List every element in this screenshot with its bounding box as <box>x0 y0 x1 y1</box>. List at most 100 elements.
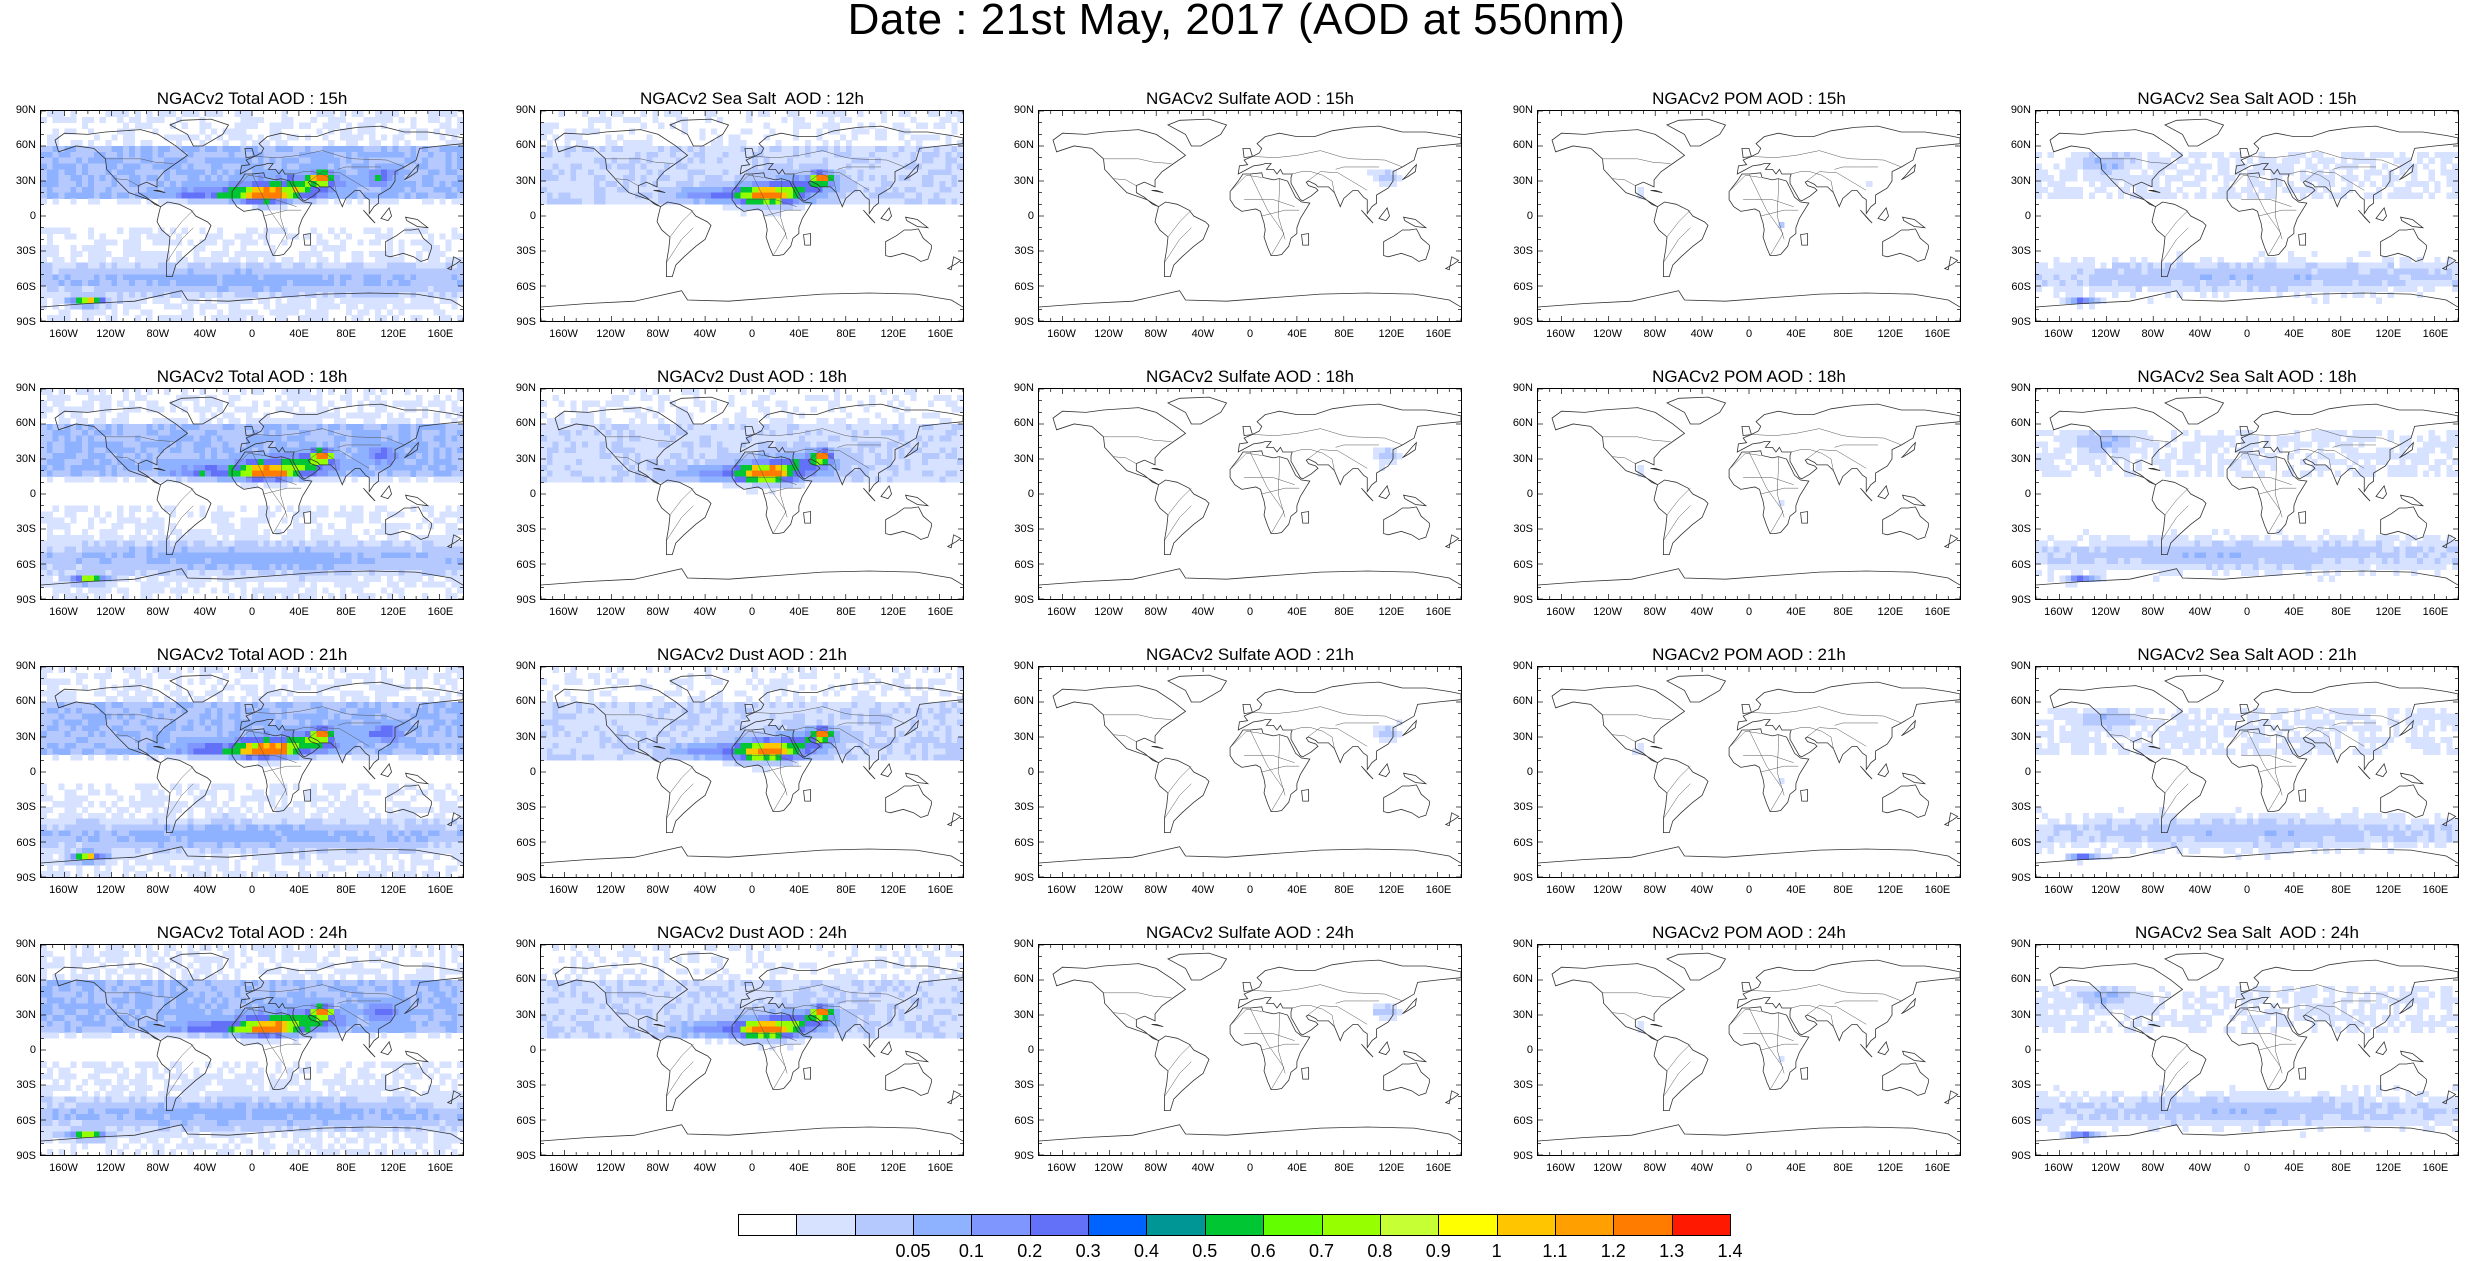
lon-tick-label: 80E <box>326 606 366 618</box>
lon-tick-label: 120W <box>591 328 631 340</box>
lon-tick-label: 120E <box>873 606 913 618</box>
lon-tick-label: 80W <box>1635 328 1675 340</box>
lon-tick-label: 160E <box>920 1162 960 1174</box>
lat-tick-label: 60N <box>1995 417 2031 429</box>
lon-tick-label: 80E <box>1324 884 1364 896</box>
colorbar-swatch <box>1438 1214 1497 1236</box>
aod-map <box>1038 110 1462 322</box>
aod-map <box>1537 388 1961 600</box>
lon-tick-label: 80W <box>2133 1162 2173 1174</box>
lon-tick-label: 80W <box>138 606 178 618</box>
lat-tick-label: 30N <box>1995 731 2031 743</box>
lon-tick-label: 160W <box>1042 1162 1082 1174</box>
lat-tick-label: 0 <box>500 210 536 222</box>
colorbar-label: 0.9 <box>1418 1242 1458 1260</box>
colorbar-swatch <box>1205 1214 1264 1236</box>
panel-title: NGACv2 Sea Salt AOD : 21h <box>2035 646 2459 664</box>
lon-tick-label: 0 <box>1729 1162 1769 1174</box>
lon-tick-label: 80W <box>138 884 178 896</box>
lon-tick-label: 160W <box>1042 328 1082 340</box>
panel-title: NGACv2 Total AOD : 15h <box>40 90 464 108</box>
colorbar-swatch <box>796 1214 855 1236</box>
lat-tick-label: 90N <box>500 938 536 950</box>
panel-title: NGACv2 Total AOD : 21h <box>40 646 464 664</box>
colorbar-label: 0.5 <box>1185 1242 1225 1260</box>
lat-tick-label: 60N <box>0 139 36 151</box>
lat-tick-label: 30S <box>998 1079 1034 1091</box>
colorbar-label: 1 <box>1477 1242 1517 1260</box>
lon-tick-label: 40W <box>2180 328 2220 340</box>
aod-map <box>1537 110 1961 322</box>
lon-tick-label: 80W <box>1635 606 1675 618</box>
lon-tick-label: 120W <box>91 606 131 618</box>
lon-tick-label: 0 <box>732 884 772 896</box>
lon-tick-label: 40E <box>1277 328 1317 340</box>
lat-tick-label: 60S <box>1995 1115 2031 1127</box>
panel-title: NGACv2 Sulfate AOD : 24h <box>1038 924 1462 942</box>
lon-tick-label: 120W <box>91 328 131 340</box>
lat-tick-label: 90S <box>1497 594 1533 606</box>
lon-tick-label: 40W <box>185 606 225 618</box>
colorbar-label: 0.05 <box>893 1242 933 1260</box>
lon-tick-label: 120W <box>1089 1162 1129 1174</box>
lat-tick-label: 30N <box>1497 175 1533 187</box>
lat-tick-label: 30S <box>1497 1079 1533 1091</box>
lon-tick-label: 80E <box>826 884 866 896</box>
colorbar-swatch <box>1146 1214 1205 1236</box>
aod-map <box>1537 944 1961 1156</box>
lon-tick-label: 160W <box>544 1162 584 1174</box>
lon-tick-label: 160E <box>920 606 960 618</box>
lon-tick-label: 120W <box>2086 328 2126 340</box>
aod-map <box>40 388 464 600</box>
lat-tick-label: 30N <box>1995 175 2031 187</box>
lat-tick-label: 60N <box>1995 139 2031 151</box>
lat-tick-label: 60N <box>1497 973 1533 985</box>
lat-tick-label: 90S <box>0 594 36 606</box>
lon-tick-label: 40W <box>685 1162 725 1174</box>
lon-tick-label: 80E <box>1823 328 1863 340</box>
colorbar-swatch <box>1030 1214 1089 1236</box>
lon-tick-label: 160E <box>1418 328 1458 340</box>
lon-tick-label: 120W <box>591 1162 631 1174</box>
lon-tick-label: 120E <box>2368 328 2408 340</box>
lon-tick-label: 0 <box>1729 884 1769 896</box>
colorbar-swatch <box>1380 1214 1439 1236</box>
lat-tick-label: 60S <box>500 1115 536 1127</box>
lon-tick-label: 160E <box>1917 1162 1957 1174</box>
lon-tick-label: 0 <box>732 328 772 340</box>
lat-tick-label: 90N <box>500 382 536 394</box>
lon-tick-label: 80W <box>2133 884 2173 896</box>
lon-tick-label: 40E <box>1776 1162 1816 1174</box>
lon-tick-label: 120W <box>2086 884 2126 896</box>
lat-tick-label: 90N <box>998 660 1034 672</box>
lon-tick-label: 40E <box>2274 1162 2314 1174</box>
lat-tick-label: 60N <box>998 973 1034 985</box>
lon-tick-label: 40W <box>2180 884 2220 896</box>
aod-map <box>1038 666 1462 878</box>
colorbar-swatch <box>1497 1214 1556 1236</box>
lat-tick-label: 30N <box>1497 453 1533 465</box>
panel-title: NGACv2 Total AOD : 24h <box>40 924 464 942</box>
lon-tick-label: 40E <box>779 606 819 618</box>
lat-tick-label: 0 <box>500 1044 536 1056</box>
lon-tick-label: 160E <box>920 328 960 340</box>
colorbar-label: 1.2 <box>1593 1242 1633 1260</box>
lon-tick-label: 160W <box>1541 884 1581 896</box>
lat-tick-label: 90N <box>1995 660 2031 672</box>
lat-tick-label: 90S <box>500 1150 536 1162</box>
lat-tick-label: 90N <box>0 382 36 394</box>
lat-tick-label: 60N <box>0 417 36 429</box>
lon-tick-label: 80E <box>326 884 366 896</box>
lon-tick-label: 40W <box>1682 1162 1722 1174</box>
coastlines <box>1538 119 1960 307</box>
lat-tick-label: 0 <box>0 210 36 222</box>
lon-tick-label: 80W <box>638 606 678 618</box>
lon-tick-label: 80E <box>2321 328 2361 340</box>
coastlines <box>1039 119 1461 307</box>
